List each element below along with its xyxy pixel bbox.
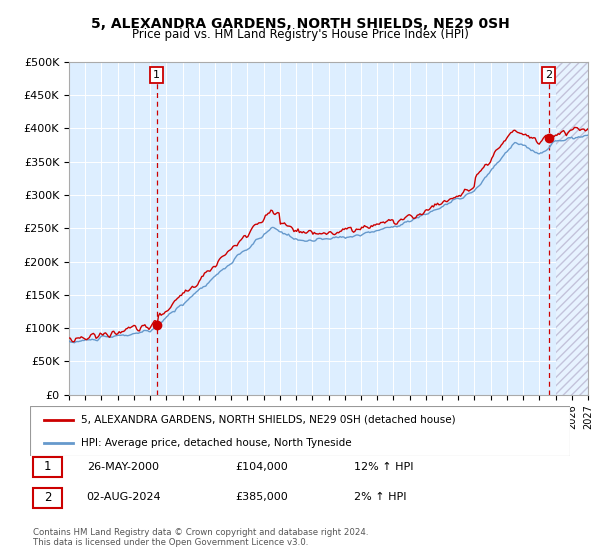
Text: Contains HM Land Registry data © Crown copyright and database right 2024.
This d: Contains HM Land Registry data © Crown c…: [33, 528, 368, 547]
Text: 02-AUG-2024: 02-AUG-2024: [86, 492, 161, 502]
Text: 12% ↑ HPI: 12% ↑ HPI: [354, 461, 413, 472]
Text: 5, ALEXANDRA GARDENS, NORTH SHIELDS, NE29 0SH (detached house): 5, ALEXANDRA GARDENS, NORTH SHIELDS, NE2…: [82, 414, 456, 424]
Text: 5, ALEXANDRA GARDENS, NORTH SHIELDS, NE29 0SH: 5, ALEXANDRA GARDENS, NORTH SHIELDS, NE2…: [91, 17, 509, 31]
Bar: [556, 62, 588, 395]
Text: Price paid vs. HM Land Registry's House Price Index (HPI): Price paid vs. HM Land Registry's House …: [131, 28, 469, 41]
Text: HPI: Average price, detached house, North Tyneside: HPI: Average price, detached house, Nort…: [82, 438, 352, 448]
Text: £385,000: £385,000: [235, 492, 288, 502]
Text: 26-MAY-2000: 26-MAY-2000: [86, 461, 158, 472]
Bar: [556, 62, 588, 395]
Text: £104,000: £104,000: [235, 461, 288, 472]
Text: 2: 2: [545, 70, 553, 80]
FancyBboxPatch shape: [33, 457, 62, 477]
Text: 2% ↑ HPI: 2% ↑ HPI: [354, 492, 407, 502]
FancyBboxPatch shape: [33, 488, 62, 508]
Text: 1: 1: [44, 460, 52, 473]
Text: 1: 1: [153, 70, 160, 80]
Text: 2: 2: [44, 491, 52, 503]
FancyBboxPatch shape: [30, 406, 570, 456]
